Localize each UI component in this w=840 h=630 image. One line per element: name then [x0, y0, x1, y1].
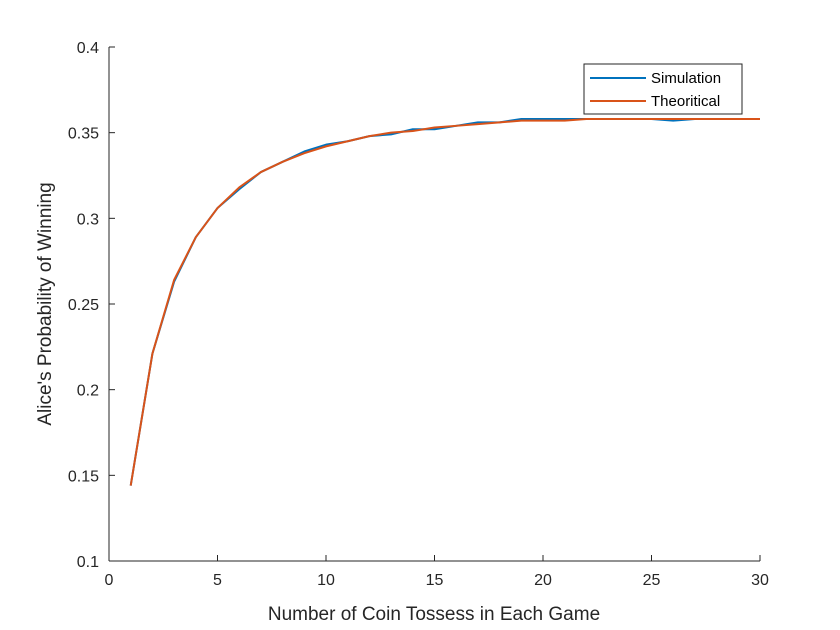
x-tick-label: 15	[426, 572, 444, 589]
legend-label-1: Simulation	[651, 70, 721, 87]
y-tick-label: 0.3	[77, 211, 99, 228]
x-tick-label: 20	[534, 572, 552, 589]
y-tick-label: 0.2	[77, 383, 99, 400]
x-tick-label: 30	[751, 572, 769, 589]
legend: Simulation Theoritical	[583, 63, 743, 115]
legend-box	[583, 63, 743, 115]
y-tick-label: 0.25	[68, 297, 99, 314]
tick-marks	[108, 46, 761, 562]
y-tick-label: 0.35	[68, 126, 99, 143]
y-tick-label: 0.4	[77, 40, 99, 57]
y-tick-label: 0.15	[68, 468, 99, 485]
x-tick-label: 25	[643, 572, 661, 589]
legend-label-2: Theoritical	[651, 93, 720, 110]
plot-background	[109, 47, 760, 561]
plot-area	[109, 47, 760, 561]
series-layer	[129, 117, 760, 486]
x-tick-label: 10	[317, 572, 335, 589]
series-line-2	[129, 117, 760, 486]
x-tick-label: 0	[105, 572, 114, 589]
y-tick-label: 0.1	[77, 554, 99, 571]
tick-labels: 0 5 10 15 20 25 30 0.1 0.15 0.2 0.25 0.3 0.35 0.4	[68, 40, 769, 589]
x-tick-label: 5	[213, 572, 222, 589]
y-axis-label: Alice's Probability of Winning	[35, 182, 56, 425]
x-axis-label: Number of Coin Tossess in Each Game	[268, 604, 600, 625]
